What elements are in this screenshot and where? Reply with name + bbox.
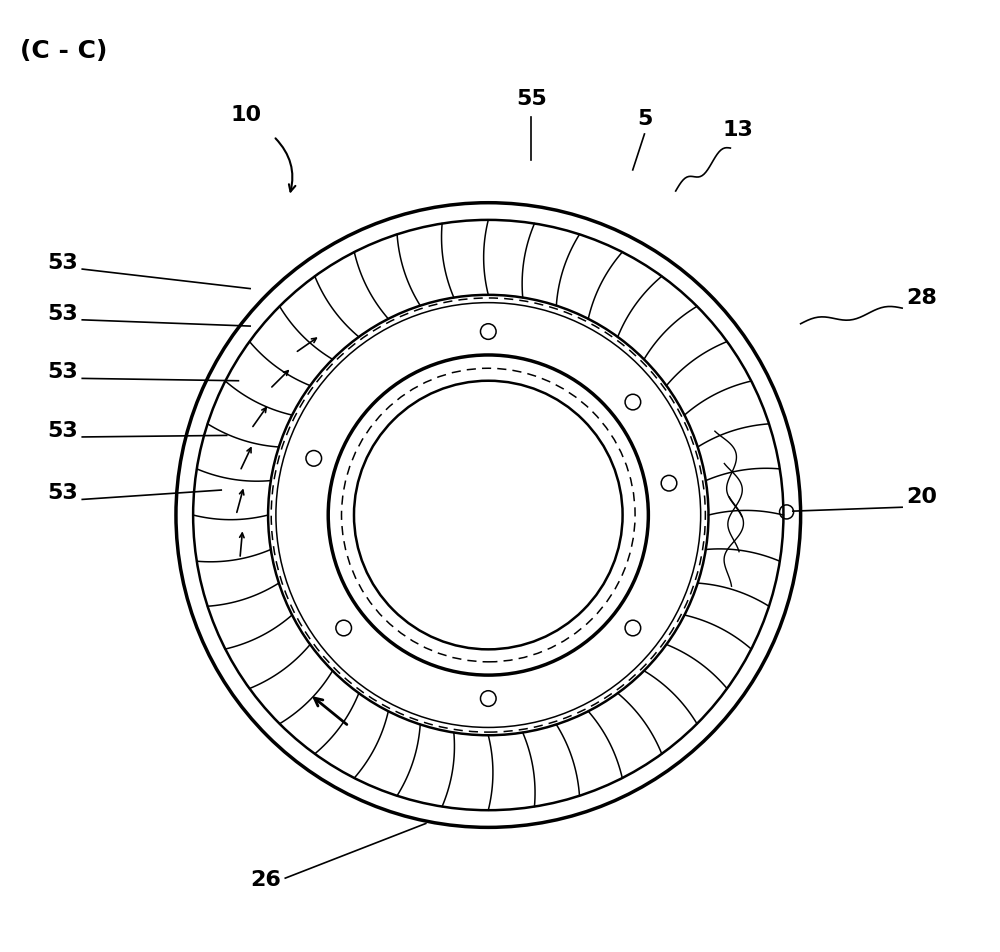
Text: 13: 13 <box>723 120 754 140</box>
Text: (C - C): (C - C) <box>20 39 107 63</box>
Text: 53: 53 <box>47 253 78 273</box>
Text: 20: 20 <box>906 487 937 507</box>
Text: 53: 53 <box>47 421 78 441</box>
Text: 53: 53 <box>47 304 78 324</box>
Text: 26: 26 <box>250 870 281 890</box>
Text: 53: 53 <box>47 484 78 504</box>
Text: 10: 10 <box>231 105 262 125</box>
Text: 28: 28 <box>906 288 937 308</box>
Text: 55: 55 <box>516 89 547 109</box>
Text: 53: 53 <box>47 363 78 383</box>
Text: 5: 5 <box>637 109 652 129</box>
